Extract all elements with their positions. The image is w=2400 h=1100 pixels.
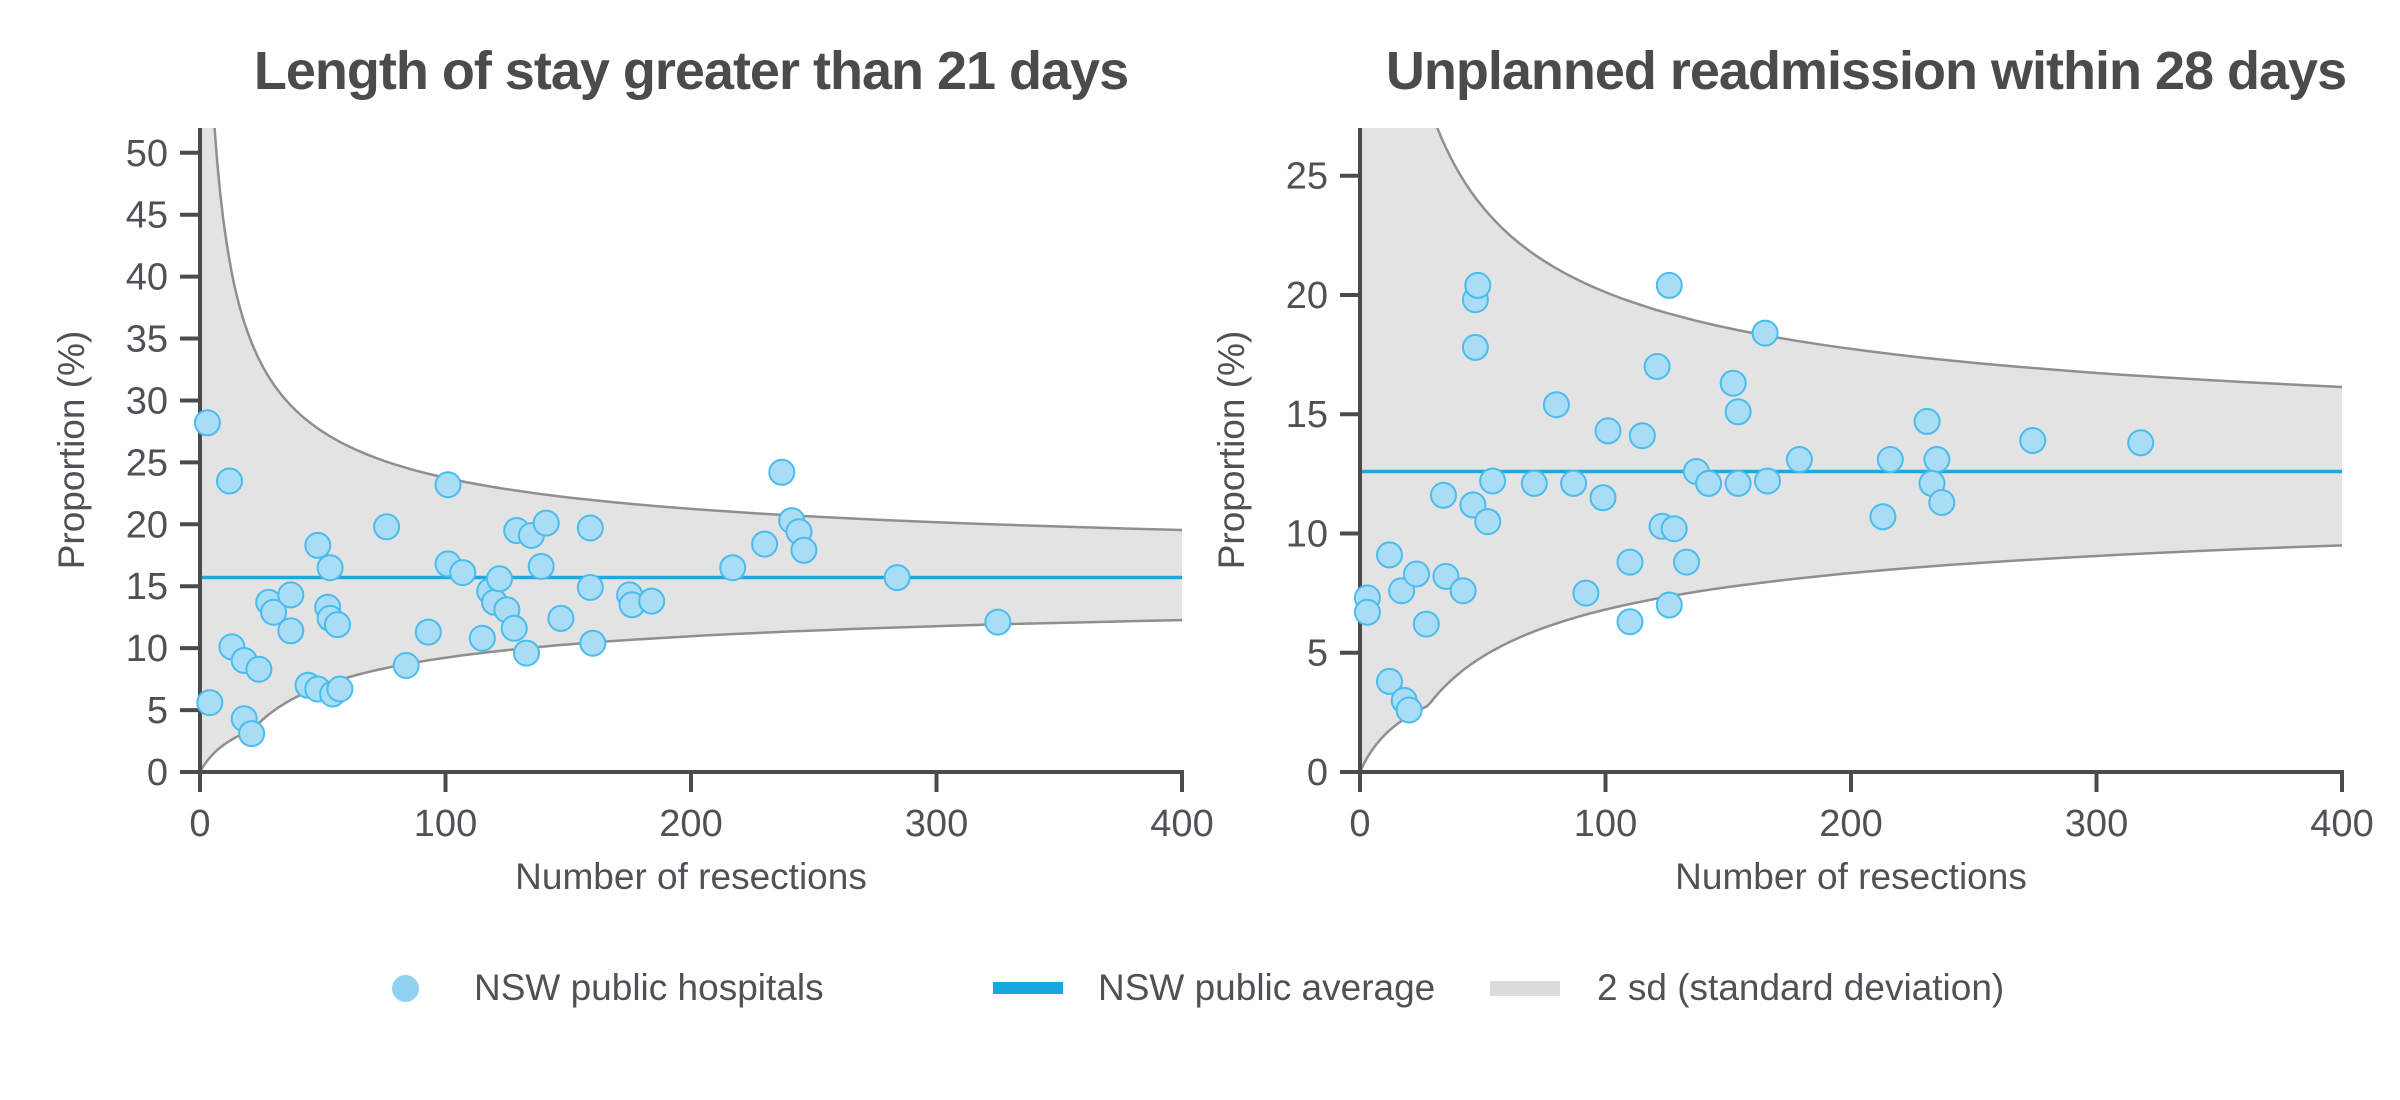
svg-text:300: 300 xyxy=(2065,803,2128,845)
svg-text:10: 10 xyxy=(1286,513,1328,555)
legend-label-band: 2 sd (standard deviation) xyxy=(1597,967,2005,1008)
svg-text:15: 15 xyxy=(1286,394,1328,436)
legend-item-average: NSW public average xyxy=(993,952,1435,1024)
svg-text:30: 30 xyxy=(126,380,168,422)
legend-label-average: NSW public average xyxy=(1098,967,1436,1008)
legend-item-hospitals: NSW public hospitals xyxy=(392,952,824,1024)
svg-text:15: 15 xyxy=(126,566,168,608)
svg-text:0: 0 xyxy=(189,803,210,845)
svg-text:200: 200 xyxy=(1819,803,1882,845)
x-axis-label-left: Number of resections xyxy=(515,856,867,897)
y-axis-label-left: Proportion (%) xyxy=(51,330,92,570)
svg-text:25: 25 xyxy=(1286,156,1328,198)
legend-item-band: 2 sd (standard deviation) xyxy=(1490,952,2004,1024)
svg-text:100: 100 xyxy=(1574,803,1637,845)
svg-text:300: 300 xyxy=(905,803,968,845)
svg-text:35: 35 xyxy=(126,319,168,361)
x-axis-label-right: Number of resections xyxy=(1675,856,2027,897)
svg-text:0: 0 xyxy=(147,752,168,794)
legend: NSW public hospitals NSW public average … xyxy=(0,952,2400,1024)
svg-text:25: 25 xyxy=(126,442,168,484)
svg-text:10: 10 xyxy=(126,628,168,670)
svg-text:100: 100 xyxy=(414,803,477,845)
svg-text:20: 20 xyxy=(126,504,168,546)
svg-text:45: 45 xyxy=(126,195,168,237)
svg-text:0: 0 xyxy=(1349,803,1370,845)
svg-text:50: 50 xyxy=(126,133,168,175)
svg-text:0: 0 xyxy=(1307,752,1328,794)
svg-text:5: 5 xyxy=(147,690,168,732)
chart-title-right: Unplanned readmission within 28 days xyxy=(1385,41,2347,101)
svg-text:200: 200 xyxy=(659,803,722,845)
chart-title-left: Length of stay greater than 21 days xyxy=(253,41,1129,101)
svg-text:40: 40 xyxy=(126,257,168,299)
legend-band-swatch xyxy=(1490,980,1560,996)
legend-dot-swatch xyxy=(392,974,419,1002)
y-axis-label-right: Proportion (%) xyxy=(1211,330,1252,570)
svg-text:5: 5 xyxy=(1307,633,1328,675)
svg-text:400: 400 xyxy=(1150,803,1213,845)
svg-text:400: 400 xyxy=(2310,803,2373,845)
legend-label-hospitals: NSW public hospitals xyxy=(474,967,824,1008)
legend-line-swatch xyxy=(993,982,1063,994)
svg-text:20: 20 xyxy=(1286,275,1328,317)
